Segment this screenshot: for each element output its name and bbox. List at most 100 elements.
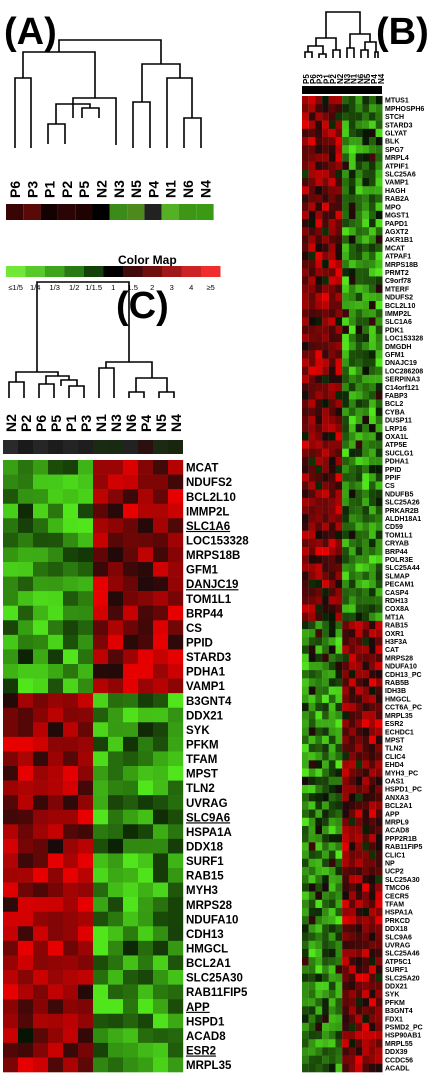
panel-b-heatmap-cell <box>375 645 383 655</box>
panel-c-heatmap-cell <box>93 795 109 811</box>
panel-c-heatmap-cell <box>93 620 109 636</box>
panel-a-sample-cell <box>57 204 76 220</box>
panel-b-heatmap-cell <box>342 547 349 556</box>
panel-b-heatmap-cell <box>322 210 329 220</box>
panel-b-heatmap-cell <box>348 760 356 769</box>
panel-c-heatmap-cell <box>168 605 184 621</box>
panel-c-heatmap-cell <box>3 970 19 985</box>
panel-b-heatmap-cell <box>375 219 383 228</box>
panel-b-heatmap-cell <box>362 112 370 121</box>
panel-b-heatmap-cell <box>369 702 376 712</box>
panel-b-gene-label: COX8A <box>385 606 409 613</box>
panel-b-heatmap-cell <box>335 153 343 162</box>
panel-b-heatmap-cell <box>355 227 363 236</box>
panel-c-heatmap-cell <box>93 999 109 1015</box>
panel-b-heatmap-cell <box>362 563 370 572</box>
panel-b-heatmap-cell <box>315 350 323 359</box>
panel-b-heatmap-cell <box>335 555 343 564</box>
panel-b-heatmap-cell <box>369 875 376 884</box>
panel-b-sample-label: N1 <box>350 73 359 84</box>
panel-b-heatmap-cell <box>308 702 316 712</box>
panel-b-heatmap-cell <box>362 547 370 556</box>
panel-c-heatmap-cell <box>123 970 139 985</box>
panel-b-heatmap-cell <box>355 948 363 958</box>
panel-b-heatmap-cell <box>369 604 376 614</box>
panel-b-heatmap-cell <box>355 957 363 966</box>
panel-c-heatmap-cell <box>48 664 64 679</box>
panel-c-gene-label: SLC25A30 <box>186 973 243 985</box>
panel-b-heatmap-cell <box>315 251 323 261</box>
panel-c-heatmap-cell <box>108 591 124 607</box>
panel-b-heatmap-cell <box>335 842 343 851</box>
panel-b-heatmap-cell <box>302 924 309 933</box>
panel-b-heatmap-cell <box>302 965 309 974</box>
panel-b-heatmap-cell <box>369 801 376 810</box>
panel-b-heatmap-cell <box>322 760 329 769</box>
panel-b-heatmap-cell <box>375 891 383 901</box>
panel-b-heatmap-cell <box>308 940 316 950</box>
panel-b-heatmap-cell <box>302 588 309 597</box>
panel-b-heatmap-cell <box>308 653 316 663</box>
panel-c-heatmap-cell <box>153 824 169 840</box>
panel-c-heatmap-cell <box>168 664 184 679</box>
panel-c-heatmap-cell <box>48 751 64 767</box>
panel-c-heatmap-cell <box>168 634 184 650</box>
panel-b-heatmap-cell <box>328 768 336 778</box>
panel-b-heatmap-cell <box>335 727 343 737</box>
panel-c-heatmap-cell <box>138 532 154 548</box>
panel-b-heatmap-cell <box>369 776 376 786</box>
panel-b-heatmap-cell <box>308 128 316 138</box>
panel-b-heatmap-cell <box>308 957 316 966</box>
panel-b-heatmap-cell <box>315 661 323 671</box>
panel-c-heatmap-cell <box>33 489 49 505</box>
panel-a-sample-label: N5 <box>128 180 144 198</box>
panel-b-heatmap-cell <box>369 891 376 901</box>
panel-b-heatmap-cell <box>302 161 309 171</box>
panel-b-heatmap-cell <box>348 194 356 203</box>
panel-c-heatmap-cell <box>93 547 109 563</box>
panel-b-heatmap-cell <box>308 309 316 318</box>
panel-c-heatmap-cell <box>153 693 169 709</box>
panel-c-heatmap-cell <box>108 1013 124 1029</box>
panel-b-heatmap-cell <box>315 374 323 384</box>
panel-c-sample-label: N5 <box>153 414 169 432</box>
panel-b-heatmap-cell <box>315 440 323 449</box>
panel-b-heatmap-cell <box>328 596 336 605</box>
panel-b-heatmap-cell <box>328 161 336 171</box>
panel-b-heatmap-cell <box>315 514 323 523</box>
panel-c-sample-cell <box>138 440 153 454</box>
panel-b-heatmap-cell <box>302 1047 309 1056</box>
panel-b-sample-label: P4 <box>370 74 379 84</box>
panel-c-heatmap-cell <box>48 999 64 1015</box>
panel-b-heatmap-cell <box>328 473 336 482</box>
panel-b-heatmap-cell <box>308 178 316 187</box>
panel-b-gene-label: MRPS18B <box>385 262 418 269</box>
panel-b-heatmap-cell <box>308 588 316 597</box>
panel-b-heatmap-cell <box>355 1039 363 1048</box>
panel-b-heatmap-cell <box>369 137 376 146</box>
panel-b-heatmap-cell <box>375 128 383 138</box>
panel-b-heatmap-cell <box>375 1039 383 1048</box>
panel-b-heatmap-cell <box>335 719 343 728</box>
panel-b-heatmap-cell <box>369 161 376 171</box>
panel-b-heatmap-cell <box>342 399 349 408</box>
panel-b-heatmap-cell <box>322 268 329 277</box>
panel-b-heatmap-cell <box>322 325 329 335</box>
panel-b-heatmap-cell <box>369 219 376 228</box>
panel-c-heatmap-cell <box>123 649 139 665</box>
panel-b-heatmap-cell <box>315 415 323 425</box>
panel-b-gene-label: DDX39 <box>385 1049 408 1056</box>
panel-b-heatmap-cell <box>342 973 349 983</box>
panel-b-heatmap-cell <box>302 735 309 745</box>
panel-b-heatmap-cell <box>335 227 343 236</box>
panel-c-heatmap-cell <box>63 489 79 505</box>
panel-b-heatmap-cell <box>335 96 343 105</box>
panel-b-heatmap-cell <box>315 620 323 630</box>
panel-b-heatmap-cell <box>302 620 309 630</box>
panel-c-heatmap-cell <box>78 926 94 942</box>
panel-b-heatmap-cell <box>308 965 316 974</box>
panel-b-heatmap-cell <box>348 342 356 351</box>
panel-b-heatmap-cell <box>328 276 336 285</box>
panel-b-heatmap-cell <box>342 440 349 449</box>
panel-a-sample-bar <box>6 204 214 220</box>
